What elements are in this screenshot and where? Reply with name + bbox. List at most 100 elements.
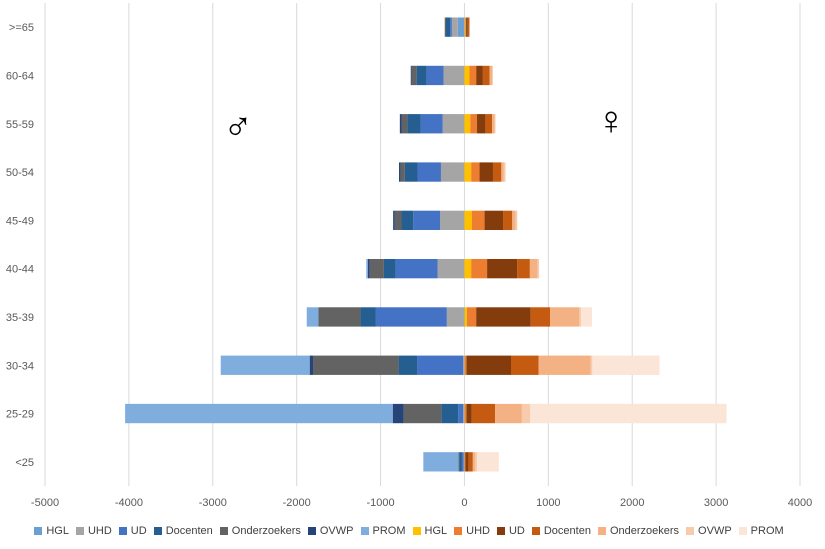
bar-male-onderzoekers — [318, 307, 361, 327]
bar-male-onderzoekers — [444, 17, 446, 37]
bar-female-ud — [487, 258, 518, 279]
bar-male-docenten — [404, 162, 418, 182]
bar-female-ud — [466, 355, 512, 375]
bar-female-uhd — [470, 114, 478, 134]
bar-male-prom — [125, 403, 393, 424]
bar-female-uhd — [469, 65, 477, 86]
legend-item-male-docenten: Docenten — [153, 525, 213, 537]
chart-legend: HGL UHD UD Docenten Onderzoekers OVWP PROM HGL U… — [0, 522, 825, 540]
bar-female-prom — [477, 452, 499, 472]
bar-male-ovwp — [410, 65, 412, 86]
legend-swatch — [360, 527, 369, 535]
bar-male-ovwp — [399, 114, 402, 134]
legend-swatch — [219, 527, 228, 535]
bar-male-ovwp — [393, 210, 395, 231]
legend-swatch — [118, 527, 127, 535]
bar-male-ud — [395, 258, 438, 279]
bar-female-hgl — [464, 17, 466, 37]
legend-label: UD — [130, 525, 147, 537]
y-tick-label: 25-29 — [6, 409, 34, 421]
bar-female-ud — [484, 210, 504, 231]
bar-male-onderzoekers — [394, 210, 402, 231]
bar-male-ud — [420, 114, 443, 134]
bar-male-prom — [423, 452, 459, 472]
bar-female-ovwp — [492, 65, 493, 86]
bar-male-uhd — [443, 65, 465, 86]
bar-female-docenten — [485, 114, 493, 134]
bar-female-uhd — [464, 403, 467, 424]
y-axis-labels: >=65 60-64 55-59 50-54 45-49 40-44 35-39 30-34 2… — [6, 22, 34, 469]
bar-male-ovwp — [367, 258, 370, 279]
bar-female-uhd — [466, 307, 477, 327]
bar-female-ud — [479, 162, 493, 182]
bar-female-prom — [530, 403, 727, 424]
legend-label: Docenten — [165, 525, 213, 537]
bar-female-hgl — [464, 307, 467, 327]
legend-swatch — [307, 527, 316, 535]
bar-female-uhd — [464, 355, 467, 375]
bar-male-hgl — [463, 307, 465, 327]
x-tick-label: 3000 — [704, 497, 728, 509]
y-tick-label: 40-44 — [6, 264, 34, 276]
bar-male-ud — [417, 162, 441, 182]
legend-label: HGL — [424, 525, 448, 537]
y-tick-label: 35-39 — [6, 312, 34, 324]
legend-label: Docenten — [543, 525, 591, 537]
bar-female-onderzoekers — [512, 210, 516, 231]
bar-male-ud — [413, 210, 441, 231]
bar-female-ovwp — [503, 162, 506, 182]
x-tick-label: -5000 — [31, 497, 59, 509]
bar-male-docenten — [416, 65, 427, 86]
bar-male-uhd — [463, 452, 465, 472]
bar-male-prom — [366, 258, 368, 279]
legend-swatch — [597, 527, 606, 535]
female-symbol-annotation: ♀ — [596, 99, 626, 143]
bar-male-onderzoekers — [400, 162, 405, 182]
bar-male-prom — [306, 307, 319, 327]
bar-female-ovwp — [494, 114, 496, 134]
bar-female-ovwp — [579, 307, 582, 327]
bar-female-onderzoekers — [538, 355, 591, 375]
y-tick-label: >=65 — [9, 22, 34, 34]
legend-swatch — [496, 527, 505, 535]
legend-swatch — [412, 527, 421, 535]
legend-item-male-ovwp: OVWP — [307, 525, 354, 537]
bar-male-uhd — [440, 210, 465, 231]
bar-female-onderzoekers — [501, 162, 504, 182]
bar-male-ud — [450, 17, 452, 37]
bar-male-docenten — [407, 114, 421, 134]
y-tick-label: 55-59 — [6, 119, 34, 131]
bar-male-uhd — [451, 17, 458, 37]
legend-swatch — [686, 527, 695, 535]
y-tick-label: 45-49 — [6, 215, 34, 227]
bar-female-hgl — [464, 114, 471, 134]
bar-female-onderzoekers — [550, 307, 580, 327]
legend-label: Onderzoekers — [609, 525, 680, 537]
bar-female-ud — [476, 307, 531, 327]
bar-female-docenten — [467, 17, 470, 37]
bar-female-docenten — [492, 162, 502, 182]
legend-label: OVWP — [319, 525, 354, 537]
bar-female-ovwp — [521, 403, 531, 424]
bars — [125, 17, 727, 472]
bar-female-ud — [465, 452, 469, 472]
bar-male-onderzoekers — [401, 114, 408, 134]
legend-label: HGL — [46, 525, 69, 537]
bar-male-ud — [417, 355, 464, 375]
bar-female-ud — [466, 403, 472, 424]
legend-item-female-ovwp: OVWP — [686, 525, 732, 537]
bar-male-onderzoekers — [411, 65, 417, 86]
bar-male-ud — [458, 403, 464, 424]
bar-female-uhd — [471, 258, 488, 279]
bar-female-hgl — [464, 355, 465, 375]
bar-male-uhd — [442, 114, 465, 134]
legend-item-male-uhd: UHD — [75, 525, 112, 537]
legend-swatch — [531, 527, 540, 535]
legend-label: UHD — [466, 525, 490, 537]
bar-female-uhd — [471, 162, 480, 182]
x-tick-label: 2000 — [620, 497, 644, 509]
legend-item-male-hgl: HGL — [34, 525, 69, 537]
bar-male-onderzoekers — [369, 258, 384, 279]
male-symbol-annotation: ♂ — [223, 105, 253, 149]
bar-female-hgl — [464, 65, 470, 86]
